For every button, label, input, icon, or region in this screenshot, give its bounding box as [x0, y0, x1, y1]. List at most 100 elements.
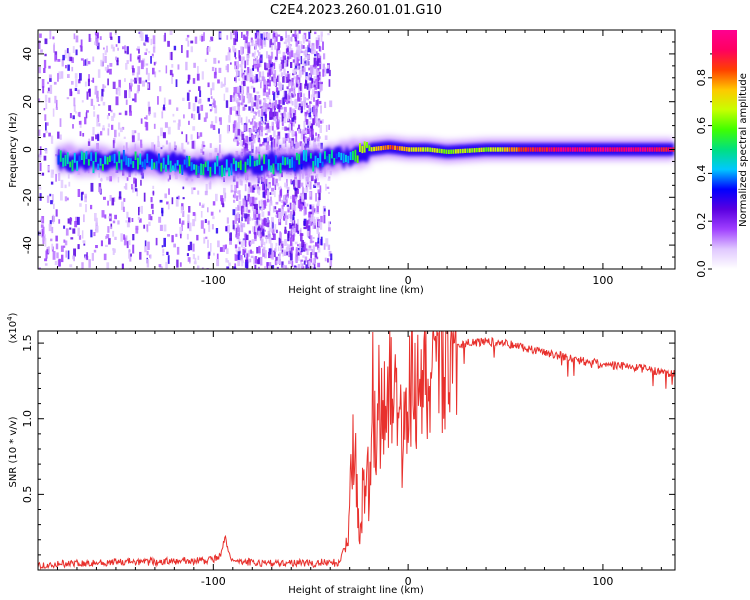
noise-speck	[310, 252, 312, 259]
noise-speck	[301, 263, 304, 268]
noise-speck	[293, 265, 297, 269]
noise-speck	[110, 36, 113, 40]
noise-speck	[251, 40, 254, 47]
noise-speck	[268, 79, 271, 87]
noise-speck	[147, 83, 149, 89]
noise-speck	[306, 58, 309, 66]
noise-speck	[227, 224, 230, 234]
noise-speck	[96, 90, 99, 99]
noise-speck	[257, 38, 260, 46]
noise-speck	[72, 124, 74, 129]
ridge-cell	[648, 147, 651, 152]
noise-speck	[279, 238, 282, 244]
noise-speck	[238, 95, 241, 101]
noise-speck	[124, 50, 127, 54]
noise-speck	[126, 222, 130, 228]
noise-speck	[270, 63, 273, 68]
ridge-cell	[436, 148, 439, 153]
ridge-cell	[389, 145, 392, 150]
noise-speck	[210, 36, 214, 42]
noise-speck	[204, 190, 208, 196]
noise-speck	[197, 66, 199, 73]
noise-speck	[193, 140, 196, 150]
noise-speck	[308, 247, 312, 251]
noise-speck	[124, 45, 126, 52]
noise-speck	[194, 36, 198, 44]
noise-speck	[303, 201, 306, 209]
noise-speck	[129, 105, 132, 113]
noise-speck	[286, 86, 289, 90]
noise-speck	[238, 50, 241, 59]
noise-speck	[265, 218, 268, 223]
noise-speck	[309, 82, 313, 89]
noise-speck	[302, 39, 305, 44]
noise-speck	[107, 200, 109, 206]
noise-speck	[292, 69, 295, 74]
noise-speck	[152, 46, 156, 53]
noise-speck	[219, 117, 222, 125]
noise-speck	[246, 234, 249, 241]
ridge-cell	[546, 147, 548, 152]
noise-speck	[197, 265, 200, 269]
noise-speck	[132, 68, 135, 73]
noise-speck	[328, 221, 331, 228]
noise-speck	[287, 112, 289, 121]
noise-speck	[277, 74, 280, 83]
noise-speck	[259, 105, 262, 109]
noise-speck	[236, 223, 239, 227]
noise-speck	[283, 201, 287, 204]
ridge-cell	[461, 148, 464, 154]
noise-speck	[266, 91, 269, 97]
ridge-cell	[193, 164, 195, 170]
ridge-cell	[85, 151, 88, 160]
noise-speck	[205, 112, 208, 119]
ridge-cell	[662, 147, 665, 152]
x-tick-label: -100	[201, 274, 226, 287]
noise-speck	[260, 131, 263, 137]
ridge-cell	[69, 161, 72, 168]
noise-speck	[327, 258, 329, 263]
noise-speck	[149, 254, 152, 260]
noise-speck	[279, 84, 283, 91]
noise-speck	[129, 110, 132, 116]
noise-speck	[112, 220, 116, 224]
spectrogram-xlabel: Height of straight line (km)	[288, 285, 424, 296]
noise-speck	[271, 76, 274, 82]
noise-speck	[241, 148, 244, 153]
noise-speck	[186, 233, 189, 240]
noise-speck	[281, 243, 284, 249]
noise-speck	[218, 128, 220, 134]
noise-speck	[289, 37, 292, 42]
noise-speck	[115, 267, 118, 269]
noise-speck	[114, 129, 117, 138]
noise-speck	[40, 218, 44, 221]
noise-speck	[234, 48, 237, 56]
noise-speck	[284, 141, 287, 148]
noise-speck	[200, 148, 204, 153]
noise-speck	[262, 141, 265, 146]
noise-speck	[227, 260, 230, 263]
noise-speck	[160, 147, 163, 150]
noise-speck	[106, 262, 110, 269]
noise-speck	[279, 185, 282, 190]
noise-speck	[296, 50, 300, 59]
noise-speck	[264, 122, 267, 125]
noise-speck	[144, 246, 147, 253]
ridge-cell	[522, 147, 525, 152]
noise-speck	[293, 200, 297, 206]
noise-speck	[197, 135, 201, 139]
ridge-cell	[576, 147, 579, 152]
noise-speck	[86, 110, 89, 113]
ridge-cell	[382, 145, 385, 151]
noise-speck	[274, 260, 277, 266]
noise-speck	[74, 221, 78, 228]
noise-speck	[159, 199, 163, 203]
noise-speck	[289, 202, 292, 210]
noise-speck	[253, 257, 255, 265]
noise-speck	[161, 111, 164, 119]
ridge-cell	[592, 147, 595, 152]
noise-speck	[48, 97, 51, 103]
noise-speck	[193, 113, 196, 120]
noise-speck	[69, 88, 72, 97]
noise-speck	[81, 230, 84, 239]
